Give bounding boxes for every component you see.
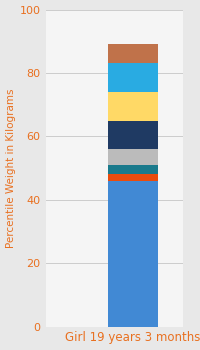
- Bar: [108, 63, 158, 92]
- Bar: [108, 92, 158, 120]
- Bar: [108, 44, 158, 63]
- Bar: [108, 120, 158, 149]
- Bar: [108, 165, 158, 174]
- Y-axis label: Percentile Weight in Kilograms: Percentile Weight in Kilograms: [6, 88, 16, 248]
- Bar: [108, 174, 158, 181]
- Bar: [108, 149, 158, 165]
- Bar: [108, 181, 158, 327]
